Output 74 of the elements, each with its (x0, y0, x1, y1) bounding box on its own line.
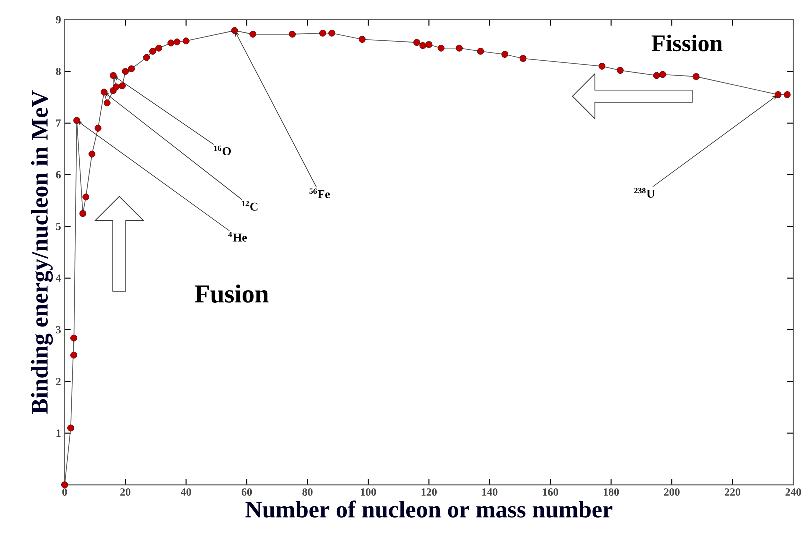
annotation: $^{16}$O (214, 146, 232, 156)
point (113, 84, 120, 91)
x-tick-label: 140 (482, 488, 498, 496)
point (784, 91, 791, 98)
point (110, 72, 117, 80)
x-tick-label: 220 (725, 488, 741, 496)
point (94, 125, 102, 132)
point (617, 67, 624, 74)
x-axis-title: Number of nucleon or mass number (246, 500, 613, 518)
point (502, 51, 509, 58)
point (358, 36, 366, 44)
x-tick-label: 180 (604, 488, 620, 496)
point (122, 68, 130, 76)
point (128, 66, 136, 72)
point (182, 38, 190, 45)
annotation: $^{56}$Fe (310, 188, 330, 198)
x-tick-label: 40 (181, 488, 192, 496)
point (250, 31, 257, 38)
point (420, 42, 427, 50)
point (70, 334, 78, 342)
y-tick-label: 7 (56, 120, 62, 127)
x-tick-label: 100 (361, 488, 376, 496)
point (231, 27, 238, 34)
annotation: Fusion (194, 284, 269, 303)
point (520, 55, 527, 62)
point (692, 73, 700, 80)
y-tick-label: 2 (56, 378, 61, 386)
x-tick-label: 0 (62, 488, 68, 496)
point (88, 150, 96, 158)
y-tick-label: 9 (56, 16, 61, 24)
point (143, 54, 150, 62)
x-tick-label: 20 (120, 488, 131, 496)
y-tick-label: 5 (56, 223, 61, 230)
point (156, 44, 162, 52)
annotation: Fission (652, 34, 723, 52)
point (477, 48, 484, 55)
point (660, 71, 666, 78)
point (426, 41, 433, 48)
y-axis-title: Binding energy/nucleon in MeV (31, 90, 54, 414)
point (319, 30, 326, 37)
point (104, 100, 111, 107)
y-tick-label: 3 (56, 326, 61, 334)
y-tick-label: 4 (56, 274, 62, 282)
x-tick-label: 120 (422, 488, 437, 496)
point (328, 30, 336, 37)
annotation: $^{4}$He (228, 232, 248, 242)
point (174, 38, 181, 46)
annotation: $^{12}$C (242, 201, 258, 211)
x-tick-label: 200 (664, 488, 680, 496)
point (598, 63, 606, 70)
y-tick-label: 8 (56, 68, 61, 76)
point (149, 48, 156, 55)
annotation: $^{238}$U (634, 188, 655, 198)
x-tick-label: 60 (242, 488, 252, 496)
point (74, 117, 80, 124)
point (438, 44, 445, 52)
point (414, 39, 420, 46)
y-tick-label: 1 (56, 430, 61, 438)
point (774, 91, 782, 98)
point (100, 88, 108, 96)
point (168, 40, 175, 47)
y-tick-label: 6 (56, 171, 62, 179)
point (68, 424, 74, 432)
point (80, 210, 87, 218)
point (653, 72, 660, 80)
x-tick-label: 240 (786, 488, 802, 496)
point (70, 352, 78, 359)
point (119, 82, 126, 90)
point (456, 44, 463, 52)
x-tick-label: 80 (302, 488, 313, 496)
point (61, 482, 68, 489)
x-tick-label: 160 (543, 488, 558, 496)
point (82, 194, 90, 201)
point (289, 31, 296, 38)
